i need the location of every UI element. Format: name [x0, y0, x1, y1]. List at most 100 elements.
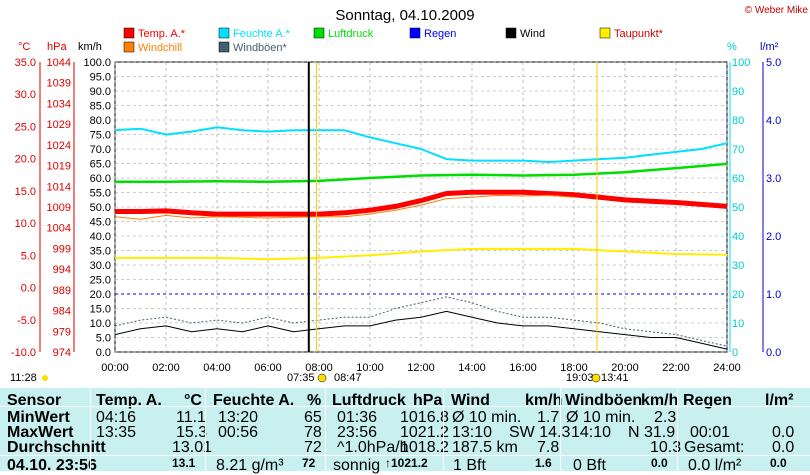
th-gust: Windböen — [565, 392, 643, 409]
humidity-tick-label: 0 — [732, 347, 738, 359]
humidity-tick-label: 10 — [732, 318, 744, 330]
chart-title: Sonntag, 04.10.2009 — [335, 7, 474, 24]
humidity-tick-label: 60 — [732, 173, 744, 185]
th-temp-unit: °C — [184, 392, 202, 409]
current-press-label: sonnig — [333, 457, 381, 474]
x-tick-label: 10:00 — [356, 362, 384, 374]
sun-left-time: 11:28 — [10, 372, 37, 384]
temp-tick-label: 10.0 — [15, 218, 36, 230]
th-wind: Wind — [451, 392, 490, 409]
humidity-tick-label: 20 — [732, 289, 744, 301]
series-line — [114, 310, 728, 350]
rain-tick-label: 1.0 — [766, 289, 781, 301]
th-wind-unit: km/h — [525, 392, 563, 409]
series-line — [114, 126, 728, 163]
col-sep — [90, 388, 91, 471]
row-max-gust-label: 14:10 — [571, 424, 612, 441]
wind-tick-label: 5.0 — [96, 333, 111, 345]
legend-label: Regen — [424, 28, 456, 40]
row-avg-press: 1018.2 — [400, 439, 449, 456]
humidity-tick-label: 70 — [732, 144, 744, 156]
current-rain-val: 0.0 — [770, 456, 787, 470]
current-gust-bft: 0 Bft — [573, 457, 606, 474]
rain-tick-label: 5.0 — [766, 57, 781, 69]
row-avg-temp: 13.01 — [172, 439, 213, 456]
humidity-tick-label: 80 — [732, 115, 744, 127]
row-avg-wind: 7.8 — [537, 439, 560, 456]
x-tick-label: 02:00 — [152, 362, 180, 374]
row-sep — [0, 406, 810, 407]
legend-swatch — [218, 41, 230, 53]
rain-tick-label: 0.0 — [766, 347, 781, 359]
wind-tick-label: 45.0 — [90, 217, 111, 229]
pressure-tick-label: 1039 — [47, 78, 71, 90]
pressure-tick-label: 1014 — [47, 181, 71, 193]
pressure-tick-label: 1029 — [47, 119, 71, 131]
th-hum-unit: % — [307, 392, 322, 409]
row-max-temp-time: 13:35 — [96, 424, 137, 441]
row-avg-press-time: ^1.0hPa/h — [337, 439, 409, 456]
x-tick-label: 12:00 — [407, 362, 435, 374]
sunset-start-time: 19:03 — [566, 372, 594, 384]
current-gust: 0.0 — [651, 456, 668, 470]
temp-axis-unit: °C — [18, 41, 30, 53]
legend-label: Taupunkt* — [614, 28, 664, 40]
x-tick-label: 00:00 — [101, 362, 129, 374]
row-max-label: MaxWert — [7, 424, 74, 441]
row-max-wind-label: 13:10 — [452, 424, 493, 441]
wind-tick-label: 30.0 — [90, 260, 111, 272]
current-temp: 13.1 — [172, 456, 196, 470]
row-max-press: 1021.2 — [400, 424, 449, 441]
humidity-tick-label: 90 — [732, 86, 744, 98]
sunrise-time: 07:35 — [287, 372, 315, 384]
legend-swatch — [505, 27, 517, 39]
wind-tick-label: 25.0 — [90, 275, 111, 287]
wind-tick-label: 70.0 — [90, 144, 111, 156]
rain-tick-label: 4.0 — [766, 115, 781, 127]
wind-tick-label: 80.0 — [90, 115, 111, 127]
pressure-tick-label: 1004 — [47, 223, 71, 235]
row-max-wind-dir: SW 14.3 — [509, 424, 571, 441]
legend-swatch — [599, 27, 611, 39]
legend-label: Feuchte A.* — [233, 28, 291, 40]
current-datetime: 04.10. 23:56 — [7, 457, 97, 474]
rain-tick-label: 2.0 — [766, 231, 781, 243]
col-sep — [677, 388, 678, 471]
row-min-temp-time: 04:16 — [96, 409, 137, 426]
row-min-temp: 11.1 — [176, 409, 206, 426]
rain-tick-label: 3.0 — [766, 173, 781, 185]
wind-tick-label: 75.0 — [90, 130, 111, 142]
wind-tick-label: 90.0 — [90, 86, 111, 98]
sunrise-end-time: 08:47 — [334, 372, 362, 384]
row-min-gust-label: Ø 10 min. — [566, 409, 636, 426]
col-sep — [205, 388, 206, 471]
current-hum-extra: 8.21 g/m³ — [216, 457, 284, 474]
series-line — [114, 194, 575, 220]
legend-swatch — [123, 27, 135, 39]
th-press-unit: hPa — [413, 392, 443, 409]
pressure-tick-label: 1024 — [47, 140, 71, 152]
temp-tick-label: 5.0 — [21, 250, 36, 262]
weather-chart: 35.0 30.0 25.0 20.0 15.0 10.0 5.0 0.0 -5.0 -10.0 °… — [10, 5, 808, 384]
pressure-tick-label: 1034 — [47, 98, 71, 110]
row-max-hum: 78 — [304, 424, 322, 441]
sunset-time: 13:41 — [601, 372, 629, 384]
row-max-gust-dir: N 31.9 — [628, 424, 676, 441]
th-sensor: Sensor — [7, 392, 62, 409]
wind-tick-label: 55.0 — [90, 188, 111, 200]
chart-series — [114, 62, 728, 352]
row-min-hum-time: 13:20 — [218, 409, 259, 426]
row-avg-gust: 10.3 — [650, 439, 682, 456]
row-max-hum-time: 00:56 — [218, 424, 259, 441]
humidity-tick-label: 30 — [732, 260, 744, 272]
x-tick-label: 06:00 — [254, 362, 282, 374]
humidity-tick-label: 100 — [732, 57, 750, 69]
pressure-tick-label: 1019 — [47, 161, 71, 173]
pressure-tick-label: 984 — [53, 306, 71, 318]
wind-tick-label: 60.0 — [90, 173, 111, 185]
wind-tick-label: 50.0 — [90, 202, 111, 214]
row-avg-rain-label: Gesamt: — [684, 439, 745, 456]
th-hum: Feuchte A. — [213, 392, 295, 409]
chart-legend: Temp. A.* Feuchte A.* Luftdruck Regen Wind Ta… — [123, 27, 664, 54]
temp-tick-label: 30.0 — [15, 89, 36, 101]
